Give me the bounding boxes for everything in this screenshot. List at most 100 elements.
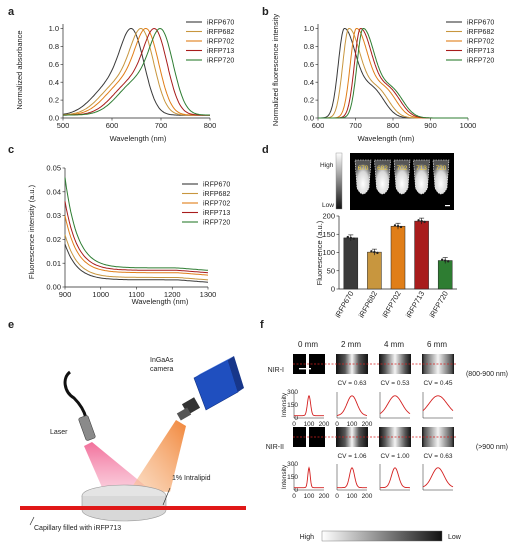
panel-a-ytick-label: 0.4 bbox=[49, 78, 59, 87]
panel-c-series-iRFP702 bbox=[64, 215, 209, 276]
depth-label-1: 2 mm bbox=[341, 340, 361, 349]
panel-d-dot-iRFP702 bbox=[396, 225, 400, 228]
tube-702 bbox=[393, 159, 411, 195]
nir2-profile-3 bbox=[422, 467, 454, 488]
nir1-profile-2 bbox=[379, 395, 411, 415]
panel-d-ytick-label: 150 bbox=[322, 230, 335, 239]
panel-d-scalebar bbox=[445, 205, 450, 207]
laser-label: Laser bbox=[50, 429, 68, 436]
panel-a-ytick-label: 0.2 bbox=[49, 96, 59, 105]
nir1-intensity-tick: 300 bbox=[287, 389, 298, 396]
panel-a-ytick-label: 0.6 bbox=[49, 60, 59, 69]
nir1-intensity-label: Intensity bbox=[281, 392, 288, 417]
panel-d-dot-iRFP713 bbox=[420, 219, 423, 223]
tube-682 bbox=[374, 159, 391, 195]
panel-b-ytick-label: 0.0 bbox=[304, 114, 314, 123]
intralipid-label: 1% Intralipid bbox=[172, 475, 211, 482]
nir1-pos-tick2: 100 bbox=[347, 421, 358, 428]
nir2-range-label: (>900 nm) bbox=[476, 444, 508, 451]
nir2-profile-0 bbox=[294, 466, 324, 489]
nir1-image-2mm bbox=[336, 354, 368, 374]
panel-d-ytick-label: 50 bbox=[327, 266, 335, 275]
panel-c-legend-label-iRFP682: iRFP682 bbox=[203, 191, 230, 198]
panel-d-dot-iRFP682 bbox=[373, 250, 376, 254]
nir2-intensity-tick: 300 bbox=[287, 461, 298, 468]
panel-d-bar-iRFP713 bbox=[414, 220, 429, 290]
panel-d-bar-iRFP670 bbox=[343, 237, 359, 290]
panel-f-depth-imaging: 0 mm 2 mm 4 mm 6 mm NIR-I (800-900 nm) CV = 0.… bbox=[266, 340, 508, 542]
panel-b-xtick-label: 600 bbox=[312, 121, 325, 130]
panel-c-ytick-label: 0.03 bbox=[46, 211, 61, 220]
panel-e-setup-schematic: Laser InGaAs camera 1% Intralipid Capill… bbox=[20, 356, 246, 532]
panel-a-ylabel: Normalized absorbance bbox=[15, 30, 24, 109]
panel-d-dot-iRFP720 bbox=[441, 258, 444, 261]
panel-b-legend-label-iRFP720: iRFP720 bbox=[467, 57, 494, 64]
panel-f-high-label: High bbox=[300, 534, 315, 541]
panel-b-xtick-label: 800 bbox=[387, 121, 400, 130]
panel-letter-d: d bbox=[262, 144, 269, 156]
nir1-profile-0 bbox=[294, 394, 324, 417]
nir2-pos-tick2: 100 bbox=[347, 493, 358, 500]
nir2-label: NIR-II bbox=[266, 444, 284, 451]
panel-b-legend-label-iRFP670: iRFP670 bbox=[467, 19, 494, 26]
panel-c-legend-label-iRFP713: iRFP713 bbox=[203, 210, 230, 217]
panel-b-xlabel: Wavelength (nm) bbox=[358, 134, 415, 143]
laser-head bbox=[78, 415, 96, 441]
nir2-profile-1 bbox=[337, 467, 367, 489]
panel-b-legend-label-iRFP702: iRFP702 bbox=[467, 38, 494, 45]
panel-d-dot-iRFP702 bbox=[393, 224, 397, 227]
panel-a-xtick-label: 700 bbox=[155, 121, 168, 130]
panel-c-legend-label-iRFP702: iRFP702 bbox=[203, 200, 230, 207]
panel-a-series-iRFP720 bbox=[63, 27, 211, 116]
panel-a-xlabel: Wavelength (nm) bbox=[110, 134, 167, 143]
tube-670 bbox=[354, 159, 372, 195]
panel-b-ytick-label: 0.4 bbox=[304, 78, 314, 87]
camera-label: InGaAs camera bbox=[150, 357, 175, 373]
panel-d-dot-iRFP682 bbox=[376, 251, 379, 255]
tube-label-702: 702 bbox=[397, 165, 408, 172]
panel-c-ytick-label: 0.02 bbox=[46, 235, 61, 244]
depth-label-0: 0 mm bbox=[298, 340, 318, 349]
tube-label-713: 713 bbox=[416, 165, 427, 172]
panel-d-ytick-label: 0 bbox=[331, 285, 335, 294]
panel-c-xtick-label: 900 bbox=[59, 290, 72, 299]
nir2-pos-tick2: 0 bbox=[335, 493, 339, 500]
nir1-pos-tick: 100 bbox=[304, 421, 315, 428]
panel-d-dot-iRFP702 bbox=[399, 225, 403, 229]
panel-b-ytick-label: 0.8 bbox=[304, 42, 314, 51]
panel-c-ytick-label: 0.01 bbox=[46, 259, 61, 268]
nir1-pos-tick2: 200 bbox=[362, 421, 373, 428]
laser-fiber-cable bbox=[63, 370, 88, 419]
panel-a-series-iRFP702 bbox=[63, 28, 210, 116]
panel-d-ytick-label: 100 bbox=[322, 248, 335, 257]
panel-b-xtick-label: 700 bbox=[349, 121, 362, 130]
panel-a-absorbance-chart: Normalized absorbance Wavelength (nm) bbox=[15, 30, 167, 143]
panel-d-dot-iRFP713 bbox=[417, 219, 420, 222]
nir2-intensity-tick: 0 bbox=[294, 487, 298, 494]
panel-c-xtick-label: 1100 bbox=[128, 290, 144, 299]
nir2-pos-tick: 100 bbox=[304, 493, 315, 500]
panel-b-series-iRFP720 bbox=[318, 28, 468, 119]
panel-a-series-iRFP713 bbox=[63, 27, 210, 116]
nir1-pos-tick: 200 bbox=[319, 421, 330, 428]
tube-label-682: 682 bbox=[377, 165, 388, 172]
nir1-range-label: (800-900 nm) bbox=[466, 371, 508, 378]
tube-label-720: 720 bbox=[436, 165, 447, 172]
panel-d-bar-iRFP682 bbox=[367, 251, 382, 290]
panel-d-high-label: High bbox=[320, 162, 334, 169]
panel-b-ylabel: Normalized fluorescence intensity bbox=[271, 14, 280, 126]
ingaas-camera bbox=[176, 356, 244, 421]
nir2-cv-1: CV = 1.00 bbox=[380, 453, 409, 460]
panel-d-xtick-label-iRFP682: iRFP682 bbox=[357, 290, 379, 320]
panel-d: High Low 670 682 702 713 720 Fluorescence (a… bbox=[315, 152, 454, 285]
panel-b-series-iRFP670 bbox=[318, 28, 468, 119]
panel-c-xtick-label: 1200 bbox=[164, 290, 181, 299]
nir1-profile-3 bbox=[422, 395, 454, 412]
panel-b-fluorescence-chart: Normalized fluorescence intensity Wavele… bbox=[271, 14, 415, 143]
capillary-label: Capillary filled with iRFP713 bbox=[34, 525, 121, 532]
panel-c-ylabel: Fluorescence intensity (a.u.) bbox=[27, 184, 36, 279]
panel-a-legend-label-iRFP713: iRFP713 bbox=[207, 48, 234, 55]
panel-d-ylabel: Fluorescence (a.u.) bbox=[315, 220, 324, 285]
panel-f-intensity-scalebar bbox=[321, 530, 443, 542]
